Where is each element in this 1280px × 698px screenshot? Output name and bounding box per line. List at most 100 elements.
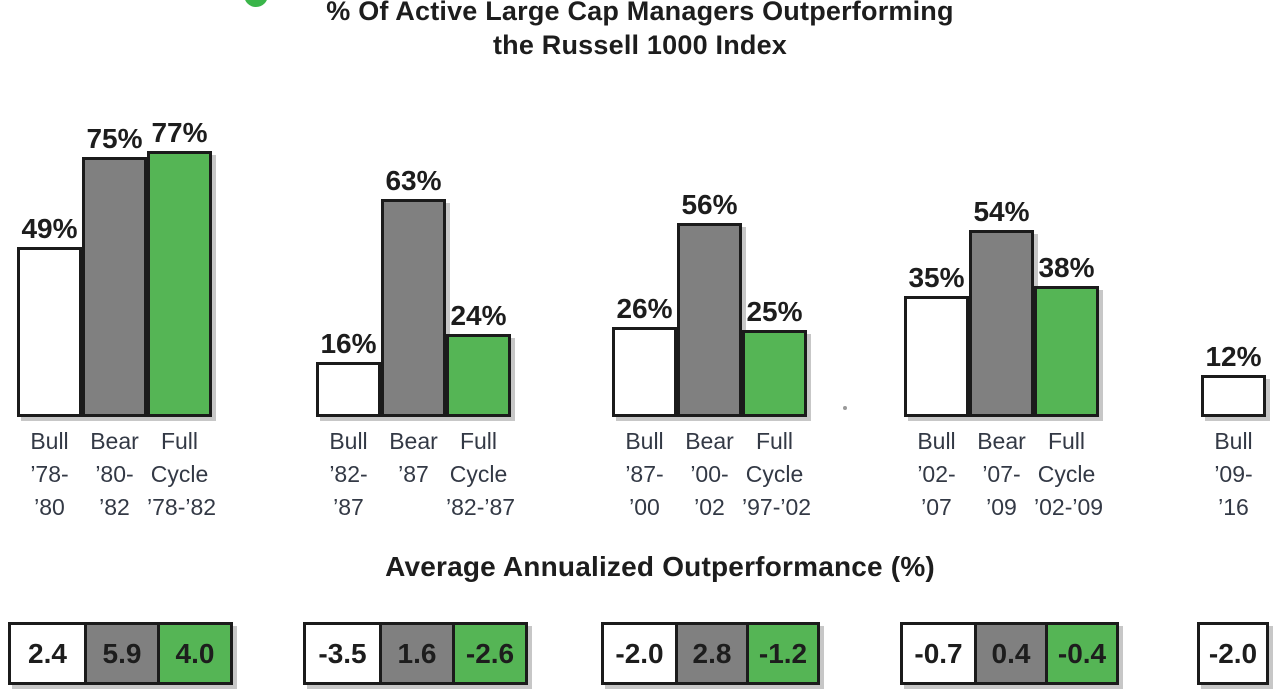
bar-column-bear: 63% [381, 165, 446, 417]
bar-axis-label-line: Full [1047, 428, 1086, 454]
outperformance-cell-bull: -2.0 [1200, 625, 1266, 682]
bar-axis-label-line: ’02-’09 [1034, 494, 1104, 520]
green-bullet-icon [244, 0, 268, 7]
bar-axis-label-line: ’16 [1218, 494, 1249, 520]
bear-bar [677, 223, 742, 417]
bar-column-full: 25% [742, 296, 807, 417]
bar-axis-label-line: Bull [1214, 428, 1253, 454]
chart-title-line2: the Russell 1000 Index [492, 30, 788, 60]
bar-axis-label-line: ’87 [333, 494, 364, 520]
bar-axis-label-line: Bear [90, 428, 139, 454]
bar-axis-label-line: Cycle [150, 461, 209, 487]
bar-column-bear: 75% [82, 123, 147, 417]
bar-axis-label-line: ’02 [694, 494, 725, 520]
bar-column-bull: 49% [17, 213, 82, 417]
bar-labels-row: Bull ’78- ’80 Bear ’80- ’82 Full Cycle ’78-’82 [17, 417, 216, 524]
bars-row: 12% [1201, 0, 1266, 417]
chart-title: % Of Active Large Cap Managers Outperfor… [0, 0, 1280, 62]
bar-column-full: 77% [147, 117, 212, 417]
bar-column-bull: 16% [316, 328, 381, 417]
bar-column-bear: 56% [677, 189, 742, 417]
bar-value-label: 24% [450, 300, 507, 331]
bar-axis-label-line: ’02- [917, 461, 956, 487]
outperformance-cell-bear: 0.4 [974, 625, 1045, 682]
bar-column-full: 38% [1034, 252, 1099, 417]
bar-column-full: 24% [446, 300, 511, 417]
bar-axis-label-line: ’09- [1214, 461, 1253, 487]
bar-value-label: 35% [908, 262, 965, 293]
bar-labels-row: Bull ’82- ’87 Bear ’87 Full Cycle ’82-’87 [316, 417, 516, 524]
bar-value-label: 75% [86, 123, 143, 154]
bar-axis-label-line: ’80- [95, 461, 134, 487]
bars-row: 26% 56% 25% [612, 0, 807, 417]
stray-dot [843, 406, 847, 410]
bar-axis-label-line: Cycle [745, 461, 804, 487]
bear-bar [82, 157, 147, 417]
bar-axis-label-line: Cycle [1037, 461, 1096, 487]
bar-axis-label-line: ’00 [629, 494, 660, 520]
bar-axis-label-bull: Bull ’02- ’07 [904, 425, 969, 524]
bar-labels-row: Bull ’09- ’16 [1201, 417, 1266, 524]
bar-axis-label-line: Bull [329, 428, 368, 454]
bar-labels-row: Bull ’87- ’00 Bear ’00- ’02 Full Cycle ’97-’02 [612, 417, 812, 524]
bar-axis-label-bull: Bull ’78- ’80 [17, 425, 82, 524]
bar-axis-label-line [381, 491, 446, 524]
outperformance-cell-bull: 2.4 [11, 625, 84, 682]
bar-axis-label-full: Full Cycle ’02-’09 [1034, 425, 1104, 524]
bar-axis-label-line: ’09 [986, 494, 1017, 520]
bar-value-label: 49% [21, 213, 78, 244]
bars-row: 35% 54% 38% [904, 0, 1099, 417]
bar-value-label: 63% [385, 165, 442, 196]
bar-axis-label-line: ’82-’87 [446, 494, 516, 520]
bar-group: 12% Bull ’09- ’16 [1201, 0, 1266, 524]
full-bar [742, 330, 807, 417]
bar-group: 16% 63% 24% Bull ’82- ’87 Bear ’87 Full Cycle ’82-… [316, 0, 516, 524]
bar-labels-row: Bull ’02- ’07 Bear ’07- ’09 Full Cycle ’02-’09 [904, 417, 1104, 524]
bar-axis-label-line: ’97-’02 [742, 494, 812, 520]
bear-bar [969, 230, 1034, 417]
outperformance-cell-bear: 5.9 [84, 625, 157, 682]
bar-axis-label-bear: Bear ’87 [381, 425, 446, 524]
bar-axis-label-line: ’07- [982, 461, 1021, 487]
bar-axis-label-bear: Bear ’80- ’82 [82, 425, 147, 524]
bar-axis-label-bear: Bear ’00- ’02 [677, 425, 742, 524]
outperformance-cell-bear: 1.6 [379, 625, 452, 682]
outperformance-cell-bull: -2.0 [604, 625, 675, 682]
bar-plot: 49% 75% 77% Bull ’78- ’80 Bear ’80- ’82 Full Cycle… [17, 0, 1266, 524]
bar-axis-label-line: Full [459, 428, 498, 454]
bar-axis-label-line: ’87- [625, 461, 664, 487]
bar-axis-label-line: ’07 [921, 494, 952, 520]
bar-value-label: 12% [1205, 341, 1262, 372]
full-bar [1034, 286, 1099, 417]
chart-title-line1: % Of Active Large Cap Managers Outperfor… [326, 0, 954, 26]
bar-group: 26% 56% 25% Bull ’87- ’00 Bear ’00- ’02 Full Cycle… [612, 0, 812, 524]
bar-value-label: 26% [616, 293, 673, 324]
bar-value-label: 16% [320, 328, 377, 359]
bar-group: 35% 54% 38% Bull ’02- ’07 Bear ’07- ’09 Full Cycle… [904, 0, 1104, 524]
full-bar [147, 151, 212, 417]
bar-value-label: 54% [973, 196, 1030, 227]
bar-axis-label-full: Full Cycle ’78-’82 [147, 425, 216, 524]
outperformance-box: 2.4 5.9 4.0 [8, 622, 233, 685]
bar-axis-label-full: Full Cycle ’82-’87 [446, 425, 516, 524]
bar-axis-label-line: Bull [917, 428, 956, 454]
bar-axis-label-line: Bull [30, 428, 69, 454]
bar-axis-label-line: Bull [625, 428, 664, 454]
bars-row: 49% 75% 77% [17, 0, 212, 417]
bull-bar [316, 362, 381, 417]
bar-axis-label-bull: Bull ’82- ’87 [316, 425, 381, 524]
bar-axis-label-line: ’82- [329, 461, 368, 487]
outperformance-cell-full: -2.6 [452, 625, 525, 682]
outperformance-box: -2.0 [1197, 622, 1269, 685]
bar-axis-label-line: Cycle [449, 461, 508, 487]
outperformance-cell-full: 4.0 [157, 625, 230, 682]
bar-column-bull: 35% [904, 262, 969, 417]
bar-column-bear: 54% [969, 196, 1034, 417]
bar-axis-label-line: ’87 [398, 461, 429, 487]
bar-group: 49% 75% 77% Bull ’78- ’80 Bear ’80- ’82 Full Cycle… [17, 0, 216, 524]
bull-bar [904, 296, 969, 417]
bar-column-bull: 12% [1201, 341, 1266, 417]
bar-axis-label-line: Bear [685, 428, 734, 454]
bear-bar [381, 199, 446, 417]
